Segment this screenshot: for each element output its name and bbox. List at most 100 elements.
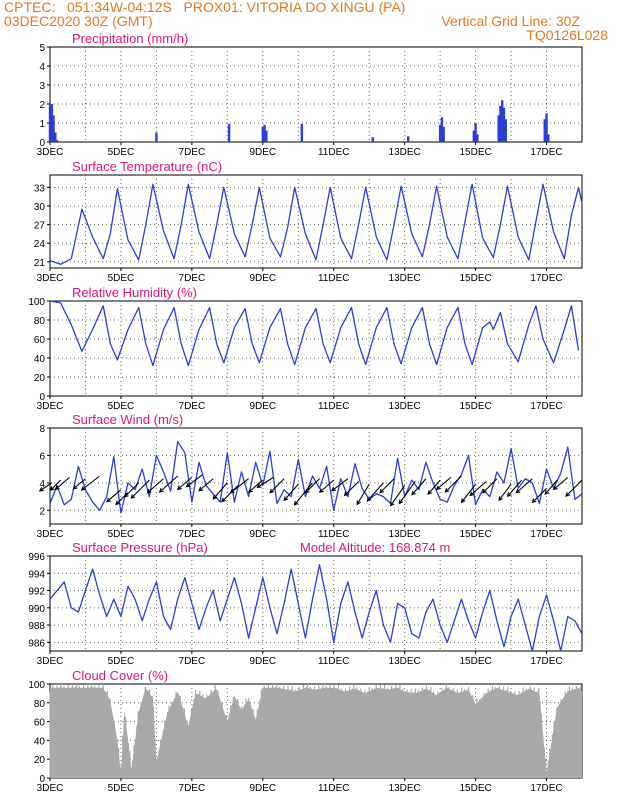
- wind-arrowhead-43: [552, 485, 558, 491]
- wind-ytick-label-3: 8: [39, 424, 45, 435]
- wind-xtick-label-3: 9DEC: [249, 529, 276, 540]
- wind-arrow-35: [461, 483, 477, 503]
- temp-title: Surface Temperature (nC): [72, 159, 222, 174]
- precip-ytick-label-2: 2: [39, 100, 45, 111]
- wind-arrow-43: [553, 476, 569, 490]
- precip-bar-0: [48, 105, 52, 142]
- pressure-annotation: Model Altitude: 168.874 m: [300, 540, 450, 555]
- cloud-xtick-label-0: 3DEC: [37, 783, 64, 794]
- pressure-title: Surface Pressure (hPa): [72, 540, 208, 555]
- wind-xtick-label-5: 13DEC: [389, 529, 421, 540]
- wind-arrowhead-36: [469, 491, 475, 497]
- wind-arrowhead-7: [123, 492, 129, 498]
- wind-arrow-41: [532, 487, 547, 503]
- precip-xtick-label-6: 15DEC: [459, 147, 491, 158]
- precip-bar-11: [371, 137, 374, 142]
- wind-arrow-30: [398, 481, 416, 504]
- pressure-xtick-label-0: 3DEC: [37, 656, 64, 667]
- rh-frame: [49, 300, 583, 397]
- wind-arrow-20: [283, 483, 299, 501]
- wind-arrowhead-40: [515, 488, 521, 494]
- precip-bar-21: [501, 100, 504, 142]
- wind-arrowhead-19: [269, 488, 275, 494]
- wind-arrowhead-18: [256, 483, 262, 488]
- rh-xtick-label-7: 17DEC: [530, 401, 562, 412]
- wind-arrow-39: [507, 479, 523, 497]
- precip-bar-20: [499, 105, 502, 142]
- precip-bar-3: [54, 132, 57, 142]
- temp-ytick-label-0: 21: [34, 258, 46, 269]
- wind-arrow-37: [482, 478, 498, 494]
- wind-arrow-27: [366, 482, 384, 502]
- wind-arrow-38: [498, 483, 512, 501]
- rh-xtick-label-1: 5DEC: [108, 401, 135, 412]
- precip-bar-5: [155, 132, 158, 142]
- precip-bar-8: [263, 124, 266, 142]
- temp-ytick-label-4: 33: [34, 183, 46, 194]
- wind-arrow-4: [81, 475, 100, 491]
- pressure-xtick-label-4: 11DEC: [318, 656, 350, 667]
- precip-ytick-label-5: 5: [39, 43, 45, 54]
- precip-bar-7: [261, 126, 264, 142]
- cloud-title: Cloud Cover (%): [72, 668, 168, 683]
- rh-ytick-label-0: 0: [39, 392, 45, 403]
- temp-xtick-label-3: 9DEC: [249, 273, 276, 284]
- wind-arrowhead-23: [318, 488, 324, 493]
- temp-xtick-label-0: 3DEC: [37, 273, 64, 284]
- wind-arrowhead-4: [80, 486, 86, 491]
- wind-arrowhead-17: [247, 488, 253, 493]
- wind-arrowhead-8: [130, 494, 136, 499]
- wind-title: Surface Wind (m/s): [72, 412, 183, 427]
- wind-arrow-13: [198, 478, 214, 492]
- rh-title: Relative Humidity (%): [72, 285, 197, 300]
- wind-arrowhead-37: [482, 488, 487, 494]
- pressure-ytick-label-0: 986: [28, 638, 45, 649]
- rh-xtick-label-0: 3DEC: [37, 401, 64, 412]
- wind-arrow-19: [269, 478, 285, 494]
- wind-arrowhead-35: [460, 498, 466, 504]
- precip-xtick-label-3: 9DEC: [249, 147, 276, 158]
- pressure-xtick-label-5: 13DEC: [389, 656, 421, 667]
- cloud-xtick-label-5: 13DEC: [389, 783, 421, 794]
- temp-ytick-label-2: 27: [34, 221, 46, 232]
- wind-arrow-26: [356, 483, 370, 505]
- wind-frame: [49, 427, 583, 525]
- wind-arrowhead-32: [427, 490, 433, 495]
- wind-arrowhead-38: [498, 496, 503, 502]
- wind-arrowhead-0: [38, 487, 44, 492]
- wind-arrowhead-33: [435, 485, 441, 491]
- precip-bar-12: [407, 136, 410, 142]
- wind-arrow-3: [73, 478, 86, 490]
- wind-arrow-21: [294, 482, 313, 506]
- wind-arrow-18: [257, 476, 274, 488]
- rh-line: [49, 300, 580, 367]
- wind-arrow-6: [115, 492, 129, 505]
- wind-arrow-16: [230, 478, 249, 494]
- wind-arrowhead-21: [293, 500, 299, 506]
- rh-ytick-label-4: 80: [34, 316, 46, 327]
- wind-ytick-label-1: 4: [39, 479, 45, 490]
- wind-arrowhead-31: [411, 490, 416, 496]
- wind-arrow-17: [248, 479, 264, 493]
- temp-ytick-label-1: 24: [34, 239, 46, 250]
- wind-arrow-5: [106, 489, 122, 503]
- cloud-ytick-label-3: 60: [34, 718, 46, 729]
- precip-bar-13: [438, 124, 442, 142]
- rh-xtick-label-2: 7DEC: [179, 401, 206, 412]
- wind-arrowhead-41: [531, 498, 537, 504]
- wind-xtick-label-1: 5DEC: [108, 529, 135, 540]
- precip-bar-16: [472, 130, 476, 142]
- cloud-xtick-label-7: 17DEC: [530, 783, 562, 794]
- wind-arrow-44: [565, 479, 583, 497]
- pressure-xtick-label-1: 5DEC: [108, 656, 135, 667]
- cloud-ytick-label-2: 40: [34, 736, 46, 747]
- wind-ytick-label-2: 6: [39, 451, 45, 462]
- wind-arrow-25: [344, 481, 359, 496]
- wind-arrowhead-25: [343, 491, 349, 497]
- wind-arrow-40: [515, 478, 533, 494]
- wind-arrow-42: [544, 479, 558, 495]
- temp-xtick-label-4: 11DEC: [318, 273, 350, 284]
- temp-line: [49, 183, 583, 265]
- header-grid-note: Vertical Grid Line: 30Z: [441, 13, 580, 29]
- temp-xtick-label-2: 7DEC: [179, 273, 206, 284]
